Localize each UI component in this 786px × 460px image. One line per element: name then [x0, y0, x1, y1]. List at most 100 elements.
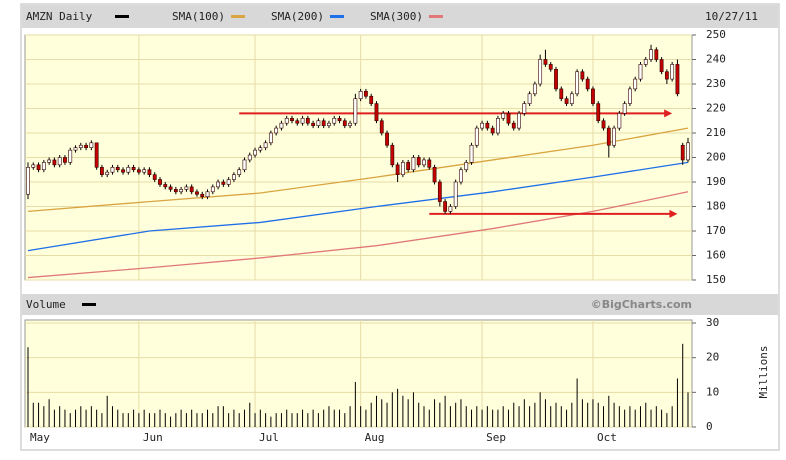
candle-body	[47, 159, 52, 163]
candle-body	[295, 120, 300, 124]
candle-body	[63, 157, 67, 163]
x-tick-label: Aug	[365, 431, 385, 444]
volume-title: Volume	[26, 298, 66, 311]
legend-swatch	[230, 15, 245, 18]
candle-body	[205, 191, 210, 198]
candle-body	[559, 88, 564, 100]
candle-body	[374, 103, 379, 122]
candle-body	[284, 118, 289, 124]
candle-body	[680, 144, 685, 161]
y-tick-label: 150	[706, 273, 726, 286]
candle-body	[195, 191, 199, 195]
candle-body	[564, 98, 569, 104]
candle-body	[136, 169, 141, 173]
candle-body	[305, 118, 310, 124]
candle-body	[84, 144, 88, 148]
legend-swatch	[115, 15, 129, 18]
candle-body	[316, 120, 321, 126]
candle-body	[94, 142, 99, 168]
candle-body	[200, 193, 205, 197]
candle-body	[485, 122, 490, 129]
candle-body	[327, 122, 331, 126]
candle-body	[569, 93, 574, 104]
candle-body	[406, 162, 411, 171]
y-tick-label: 190	[706, 175, 726, 188]
volume-bar	[22, 294, 778, 315]
candle-body	[348, 122, 352, 126]
y-tick-label: 160	[706, 249, 726, 262]
candle-body	[121, 169, 125, 173]
x-tick-label: Jul	[259, 431, 279, 444]
candle-body	[110, 167, 115, 173]
candle-body	[100, 167, 104, 175]
y-tick-label: 200	[706, 151, 726, 164]
candle-body	[152, 174, 157, 180]
candle-body	[527, 93, 532, 104]
y-tick-label: 170	[706, 224, 726, 237]
candle-body	[427, 159, 432, 168]
candle-body	[105, 171, 110, 175]
candle-body	[68, 149, 73, 163]
candle-body	[580, 71, 585, 80]
candle-body	[210, 186, 215, 193]
candle-body	[443, 201, 448, 212]
candle-body	[115, 167, 120, 171]
candle-body	[474, 127, 479, 146]
y-tick-label: 180	[706, 200, 726, 213]
candle-body	[469, 144, 474, 163]
candle-body	[422, 159, 426, 166]
candle-body	[379, 120, 384, 134]
candle-body	[453, 181, 458, 207]
candle-body	[686, 142, 690, 161]
candle-body	[189, 186, 194, 193]
x-tick-label: May	[30, 431, 50, 444]
candle-body	[385, 132, 389, 146]
candle-body	[147, 169, 152, 175]
y-axis-label: Millions	[757, 346, 770, 399]
candle-body	[163, 184, 168, 188]
candle-body	[342, 120, 347, 126]
candle-body	[575, 71, 580, 95]
candle-body	[459, 169, 463, 183]
candle-body	[464, 162, 469, 171]
candle-body	[585, 78, 590, 90]
candle-body	[538, 59, 543, 85]
candle-body	[501, 113, 506, 119]
legend-label: SMA(100)	[172, 10, 225, 23]
legend-swatch	[82, 303, 96, 306]
candle-body	[670, 64, 675, 80]
y-tick-label: 220	[706, 102, 726, 115]
candle-body	[279, 122, 284, 129]
legend-label: SMA(200)	[271, 10, 324, 23]
candle-body	[36, 164, 41, 171]
candle-body	[274, 127, 279, 134]
candle-body	[126, 167, 131, 173]
candle-body	[369, 95, 374, 104]
candle-body	[548, 64, 553, 70]
candle-body	[311, 122, 316, 126]
candle-body	[532, 83, 537, 95]
header-bar	[22, 5, 778, 28]
candle-body	[41, 162, 46, 171]
candle-body	[416, 157, 421, 166]
candle-body	[158, 179, 162, 185]
watermark: ©BigCharts.com	[591, 298, 692, 311]
candle-body	[216, 181, 220, 188]
candle-body	[617, 113, 622, 129]
candle-body	[606, 127, 611, 146]
candle-body	[511, 122, 516, 129]
arrow-head	[669, 209, 678, 218]
candle-body	[358, 91, 363, 99]
candle-body	[543, 59, 548, 65]
x-tick-label: Oct	[597, 431, 617, 444]
candle-body	[131, 167, 136, 171]
legend-label: SMA(300)	[370, 10, 423, 23]
candle-body	[643, 59, 648, 65]
candle-body	[649, 49, 653, 60]
sma-line	[27, 127, 689, 213]
candle-body	[596, 103, 601, 122]
candle-body	[591, 88, 595, 104]
legend-swatch	[329, 15, 344, 18]
candle-body	[654, 49, 659, 60]
